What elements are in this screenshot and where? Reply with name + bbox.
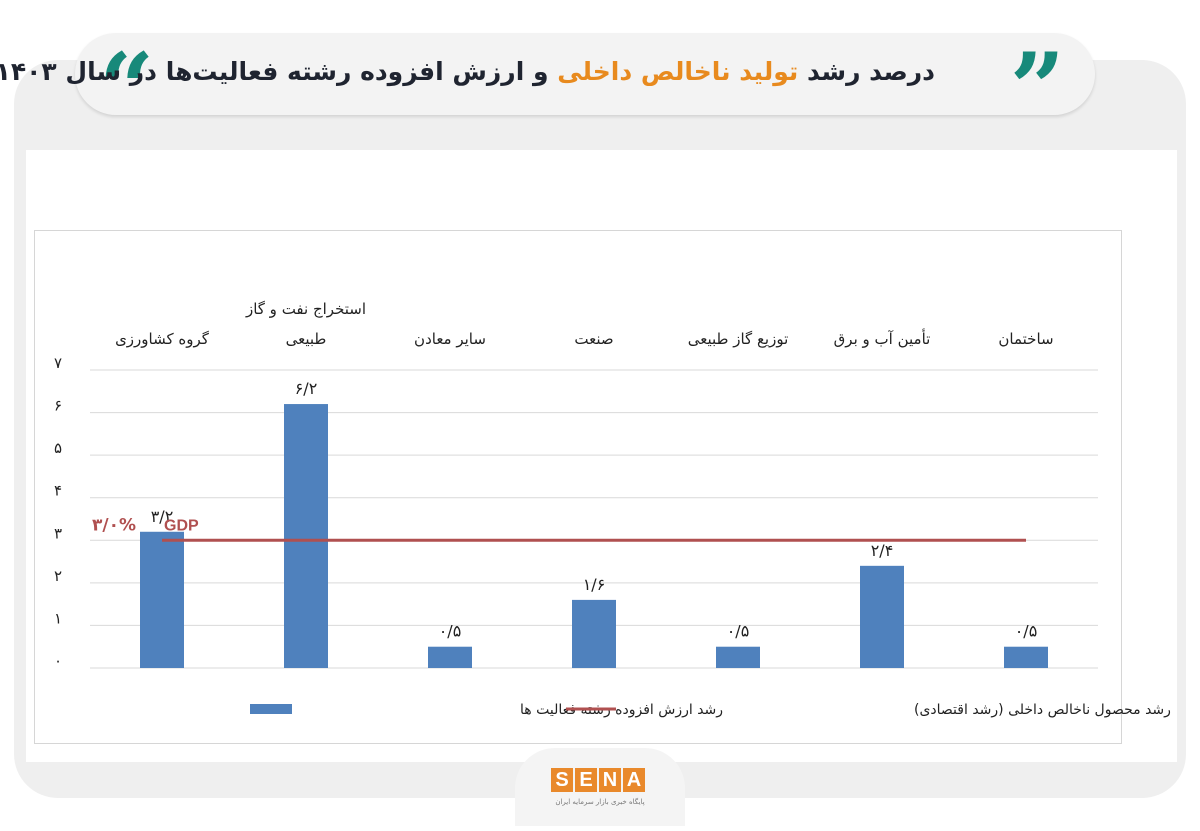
y-tick-label: ۳ bbox=[54, 524, 62, 542]
y-tick-label: ۶ bbox=[54, 397, 62, 415]
category-label: گروه کشاورزی bbox=[115, 330, 210, 348]
logo-letter: S bbox=[551, 768, 573, 792]
y-tick-label: ۵ bbox=[54, 439, 62, 457]
title-bar: “ درصد رشد تولید ناخالص داخلی و ارزش افز… bbox=[0, 33, 1095, 137]
logo-letter: A bbox=[623, 768, 645, 792]
sena-logo: S E N A پایگاه خبری بازار سرمایه ایران bbox=[515, 748, 685, 826]
bar bbox=[1004, 646, 1048, 668]
gdp-tag-label: GDP bbox=[164, 517, 199, 534]
category-label: سایر معادن bbox=[414, 330, 486, 348]
category-label: طبیعی bbox=[286, 330, 327, 348]
bar bbox=[140, 531, 184, 668]
logo-letter: E bbox=[575, 768, 597, 792]
bar-value-label: ۰/۵ bbox=[439, 622, 462, 641]
y-tick-label: ۱ bbox=[54, 609, 62, 627]
logo-letter: N bbox=[599, 768, 621, 792]
logo-subtitle: پایگاه خبری بازار سرمایه ایران bbox=[555, 798, 645, 806]
bar-value-label: ۳/۲ bbox=[151, 507, 174, 526]
quote-close-icon: ” bbox=[1009, 32, 1065, 145]
quote-open-icon: “ bbox=[99, 32, 155, 145]
bar-value-label: ۲/۴ bbox=[871, 541, 894, 560]
y-tick-label: ۷ bbox=[54, 354, 62, 372]
y-tick-label: ۲ bbox=[54, 567, 62, 585]
y-tick-label: ۰ bbox=[54, 652, 62, 670]
legend-bar-label: رشد ارزش افزوده رشته فعالیت ها bbox=[520, 702, 723, 718]
gdp-value-label: ۳/۰% bbox=[92, 515, 136, 535]
bar bbox=[716, 646, 760, 668]
page-title: درصد رشد تولید ناخالص داخلی و ارزش افزود… bbox=[0, 51, 935, 93]
bar bbox=[284, 404, 328, 668]
bar-value-label: ۶/۲ bbox=[295, 379, 318, 398]
category-label: ساختمان bbox=[998, 330, 1053, 348]
bar bbox=[860, 565, 904, 668]
category-label: صنعت bbox=[574, 330, 613, 348]
category-label: استخراج نفت و گاز bbox=[245, 300, 366, 319]
category-label: توزیع گاز طبیعی bbox=[688, 330, 789, 348]
category-label: تأمین آب و برق bbox=[834, 328, 931, 348]
bar bbox=[428, 646, 472, 668]
legend-bar-swatch bbox=[250, 704, 292, 714]
y-tick-label: ۴ bbox=[54, 482, 62, 500]
bar-value-label: ۰/۵ bbox=[727, 622, 750, 641]
title-highlight: تولید ناخالص داخلی bbox=[557, 57, 799, 86]
bar bbox=[572, 599, 616, 668]
bar-value-label: ۱/۶ bbox=[583, 575, 606, 594]
legend-line-label: رشد محصول ناخالص داخلی (رشد اقتصادی) bbox=[914, 702, 1171, 718]
title-part2: و ارزش افزوده رشته فعالیت‌ها در سال ۱۴۰۳ bbox=[0, 57, 549, 86]
title-part1: درصد رشد bbox=[807, 57, 935, 86]
bar-value-label: ۰/۵ bbox=[1015, 622, 1038, 641]
